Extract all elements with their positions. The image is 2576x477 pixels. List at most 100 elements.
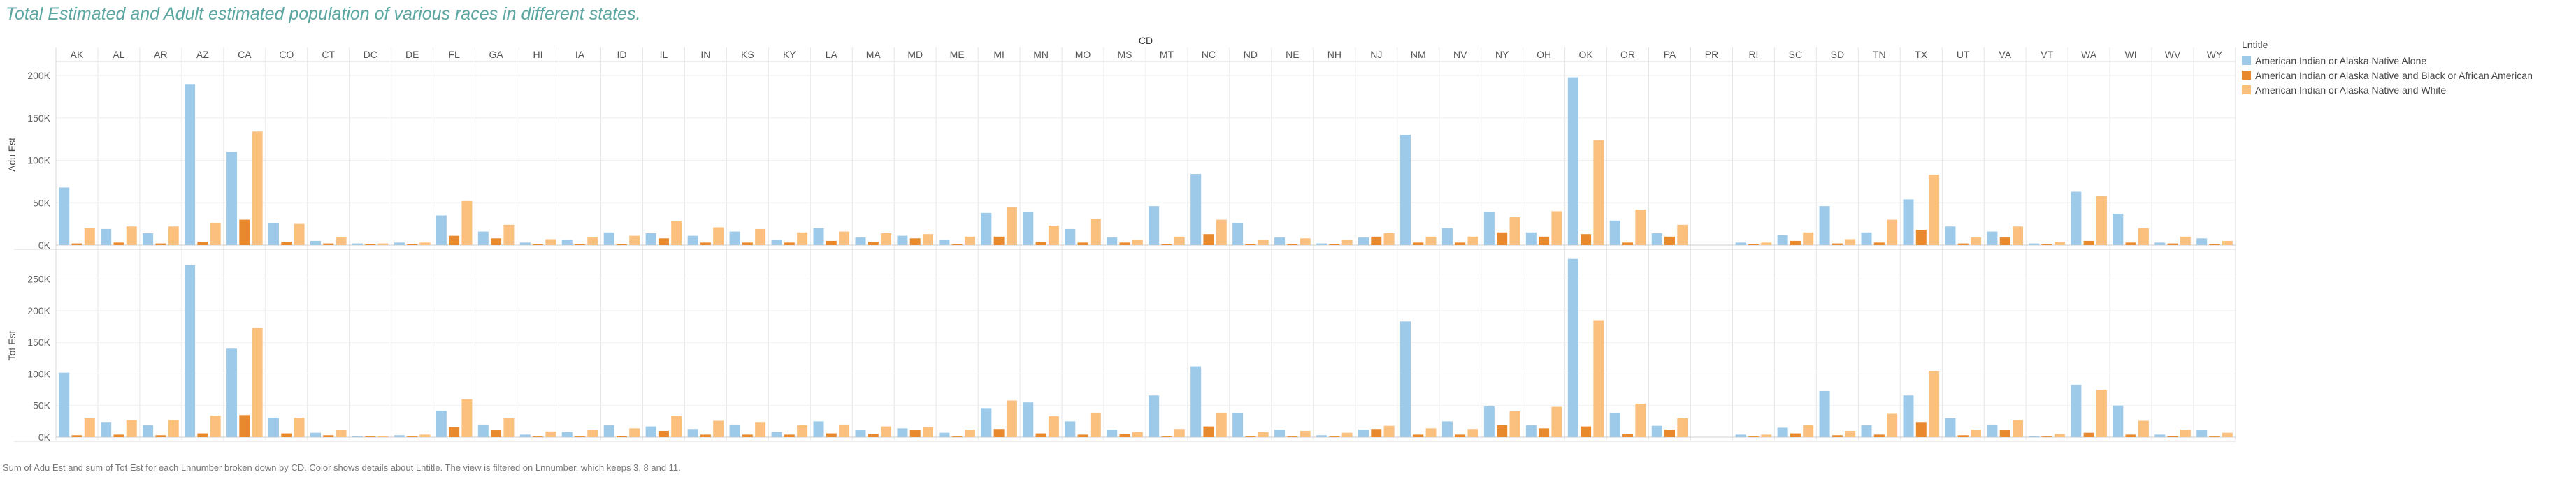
legend-swatch-black [2242, 71, 2251, 80]
bar-or-s2 [1635, 210, 1646, 245]
bar-ky-s0 [771, 432, 782, 437]
bar-ut-s2 [1971, 237, 1982, 245]
bar-ct-s2 [336, 430, 347, 437]
bar-nm-s1 [1413, 242, 1424, 245]
category-label-oh: OH [1537, 49, 1551, 60]
legend-item-black[interactable]: American Indian or Alaska Native and Bla… [2242, 68, 2533, 82]
legend-item-alone[interactable]: American Indian or Alaska Native Alone [2242, 53, 2533, 68]
legend-title: Lntitle [2242, 39, 2268, 50]
bar-va-s1 [1999, 430, 2010, 437]
bar-az-s1 [197, 433, 208, 437]
bar-ny-s0 [1483, 406, 1495, 437]
bar-dc-s2 [377, 243, 389, 245]
bar-id-s2 [629, 428, 640, 437]
bar-ma-s1 [868, 242, 879, 245]
bar-tx-s1 [1915, 422, 1927, 437]
category-label-ar: AR [154, 49, 167, 60]
bar-wi-s2 [2138, 228, 2149, 245]
bar-vt-s1 [2041, 244, 2052, 245]
bar-il-s0 [645, 233, 656, 245]
bar-ri-s2 [1761, 434, 1772, 437]
category-label-ri: RI [1748, 49, 1758, 60]
bar-la-s0 [813, 228, 824, 245]
bar-ri-s1 [1748, 244, 1759, 245]
bar-wa-s0 [2071, 191, 2082, 245]
bar-co-s2 [294, 417, 305, 437]
bar-nv-s1 [1455, 242, 1466, 245]
bar-mo-s1 [1077, 434, 1088, 437]
bar-ut-s2 [1971, 430, 1982, 437]
bar-ma-s2 [881, 426, 892, 437]
bar-va-s2 [2013, 226, 2023, 245]
bar-fl-s1 [449, 235, 460, 245]
bar-ca-s0 [226, 152, 238, 245]
bar-wv-s0 [2154, 434, 2166, 437]
bar-mi-s2 [1006, 207, 1017, 245]
bar-fl-s0 [436, 410, 447, 437]
category-label-fl: FL [448, 49, 460, 60]
bar-wa-s2 [2096, 390, 2107, 437]
category-label-ms: MS [1118, 49, 1132, 60]
category-label-ny: NY [1495, 49, 1509, 60]
category-label-nd: ND [1244, 49, 1258, 60]
bar-ma-s0 [855, 237, 866, 245]
bar-ga-s2 [503, 418, 515, 437]
bar-la-s1 [826, 433, 837, 437]
bar-ma-s2 [881, 233, 892, 245]
bar-ky-s1 [784, 434, 795, 437]
bar-nc-s1 [1203, 234, 1214, 245]
bar-nc-s2 [1216, 219, 1227, 245]
bar-hi-s2 [545, 431, 556, 437]
bar-de-s2 [419, 242, 431, 245]
bar-me-s1 [951, 244, 963, 245]
category-label-or: OR [1620, 49, 1635, 60]
category-label-il: IL [660, 49, 668, 60]
bar-ny-s0 [1483, 212, 1495, 245]
bar-il-s2 [671, 416, 682, 437]
legend-label-alone: American Indian or Alaska Native Alone [2255, 54, 2427, 66]
bar-il-s1 [658, 238, 669, 245]
bar-or-s1 [1622, 242, 1634, 245]
bar-ct-s0 [310, 240, 321, 245]
bar-oh-s0 [1525, 232, 1537, 245]
category-label-ak: AK [71, 49, 84, 60]
bar-la-s1 [826, 240, 837, 245]
category-label-tx: TX [1915, 49, 1928, 60]
bar-nh-s2 [1341, 432, 1353, 437]
category-label-nj: NJ [1370, 49, 1382, 60]
bar-nm-s2 [1425, 236, 1437, 245]
bar-il-s2 [671, 221, 682, 245]
bar-ri-s0 [1735, 242, 1746, 245]
bar-ak-s0 [59, 372, 70, 437]
bar-ga-s0 [477, 424, 489, 437]
bar-oh-s2 [1551, 406, 1562, 437]
legend-item-white[interactable]: American Indian or Alaska Native and Whi… [2242, 82, 2533, 97]
bar-pa-s0 [1651, 425, 1662, 437]
bar-mo-s0 [1065, 421, 1076, 437]
bar-sc-s2 [1803, 232, 1814, 245]
bar-fl-s2 [461, 399, 473, 437]
bar-sd-s0 [1819, 390, 1830, 437]
bar-ne-s0 [1274, 237, 1286, 245]
bar-la-s2 [839, 424, 850, 437]
category-label-wv: WV [2165, 49, 2181, 60]
bar-or-s0 [1609, 220, 1620, 245]
bar-sd-s0 [1819, 206, 1830, 245]
bar-al-s2 [126, 226, 137, 245]
bar-oh-s1 [1539, 428, 1550, 437]
bar-ks-s2 [755, 422, 766, 437]
bar-sd-s1 [1832, 243, 1843, 245]
bar-hi-s0 [519, 434, 531, 437]
bar-nh-s0 [1316, 243, 1327, 245]
bar-de-s0 [394, 435, 405, 437]
bar-nm-s0 [1399, 321, 1411, 437]
bar-id-s0 [603, 425, 614, 437]
bar-wv-s2 [2180, 430, 2191, 437]
bar-fl-s1 [449, 427, 460, 437]
bar-mi-s2 [1006, 400, 1017, 437]
bar-pa-s2 [1677, 224, 1688, 245]
bar-me-s0 [939, 432, 950, 437]
bar-dc-s0 [352, 243, 363, 245]
bar-sc-s0 [1777, 427, 1788, 437]
